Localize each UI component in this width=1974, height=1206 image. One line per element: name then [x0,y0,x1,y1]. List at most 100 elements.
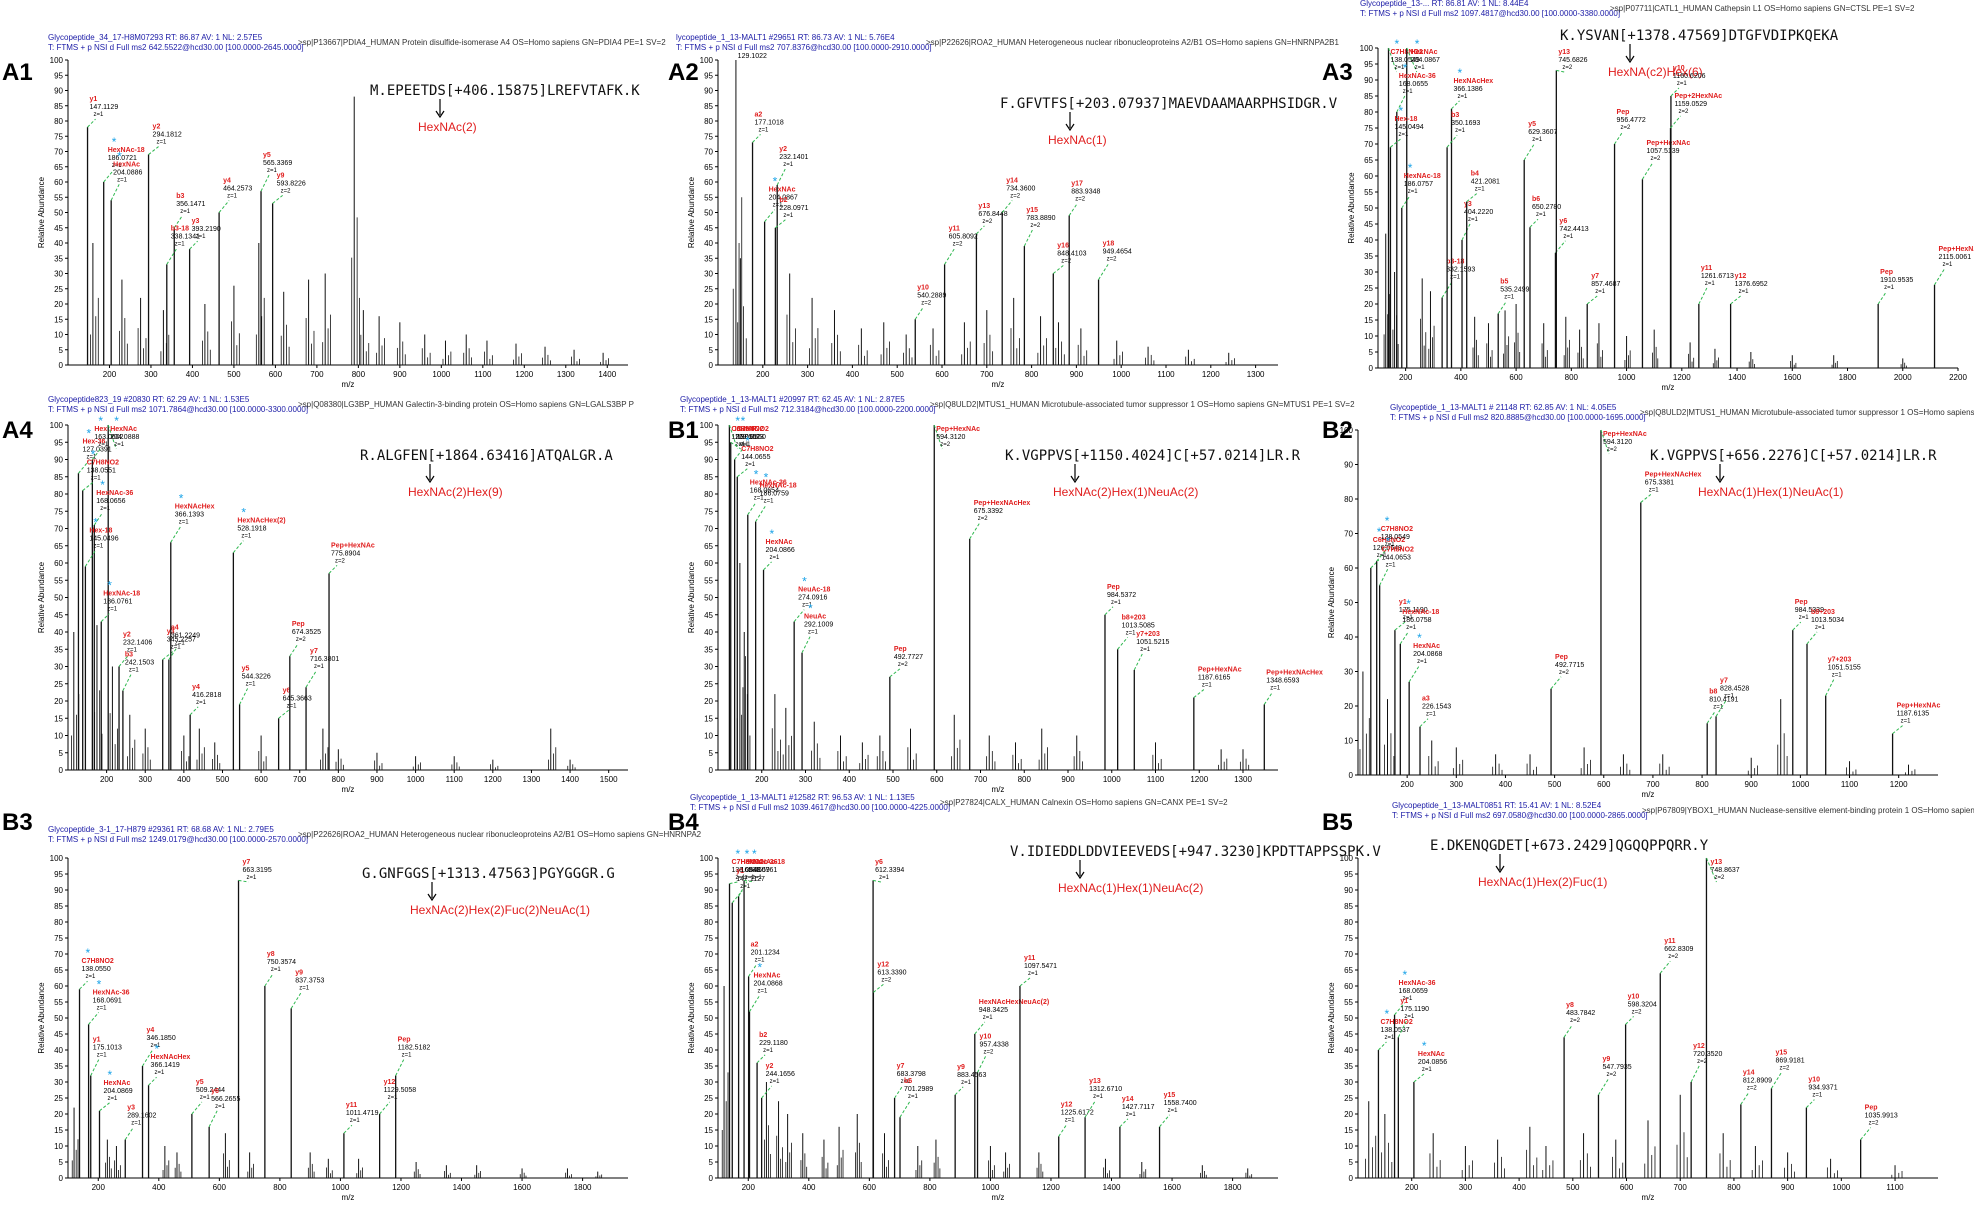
peak-charge: z=1 [736,875,747,881]
peak-charge: z=1 [1832,673,1843,679]
peak-leader [142,1049,153,1067]
peak-mz-value: 629.3607 [1528,129,1557,136]
y-tick-label: 100 [50,854,64,863]
x-axis-label: m/z [342,785,355,794]
peak-leader [166,248,178,265]
peak-label: y16 [1057,243,1069,250]
peak-label: HexNAc-36 [96,490,133,497]
peak-mz-value: 393.2190 [192,226,221,233]
peak-leader [801,636,811,653]
x-tick-label: 700 [293,775,307,784]
peak-label: y7 [310,648,318,655]
peak-mz-value: 416.2818 [192,692,221,699]
y-tick-label: 35 [704,254,713,263]
peak-label: HexNAc [1418,1051,1445,1058]
y-tick-label: 45 [704,224,713,233]
x-tick-label: 300 [139,775,153,784]
peak-charge: z=2 [1010,194,1021,200]
peak-charge: z=2 [1697,1059,1708,1065]
x-tick-label: 600 [254,775,268,784]
peak-charge: z=1 [114,442,125,448]
y-tick-label: 90 [704,456,713,465]
peak-mz-value: 1187.6165 [1198,675,1231,682]
y-tick-label: 90 [704,87,713,96]
x-tick-label: 800 [923,1183,937,1192]
y-tick-label: 40 [1364,236,1373,245]
peak-leader [82,482,94,491]
panel-letter: B2 [1322,417,1353,444]
peak-label: y15 [1164,1092,1176,1099]
y-tick-label: 95 [1344,870,1353,879]
y-tick-label: 35 [54,645,63,654]
y-tick-label: 10 [54,732,63,741]
peak-charge: z=1 [1385,542,1396,548]
peak-leader [78,460,89,474]
peak-label: y10 [980,1033,992,1040]
peak-leader [1598,1078,1609,1096]
y-tick-label: 5 [709,749,714,758]
peak-leader [1550,676,1562,690]
peak-leader [889,668,901,678]
peak-charge: z=1 [1417,659,1428,665]
peak-label: y11 [1701,265,1712,272]
peak-label: Pep [292,621,305,628]
peak-charge: z=1 [1140,647,1151,653]
peak-label: y13 [1558,49,1570,56]
peak-leader [793,609,805,622]
spectrum-panel-a2: A2 lycopeptide_1_13-MALT1 #29651 RT: 86.7… [668,33,1339,389]
peak-mz-value: 204.0868 [1413,651,1442,658]
peak-label: y10 [917,284,929,291]
peak-charge: z=1 [1395,65,1406,71]
peak-charge: z=1 [179,519,190,525]
x-tick-label: 1200 [1673,373,1691,382]
panel-letter: B4 [668,809,699,836]
peak-mz-value: 186.0757 [1404,181,1433,188]
x-tick-label: 300 [801,370,815,379]
peak-leader [379,1101,391,1115]
peak-leader [1390,138,1401,148]
x-tick-label: 300 [144,370,158,379]
peak-charge: z=1 [1799,615,1810,621]
peak-charge: z=1 [247,875,258,881]
y-tick-label: 100 [50,421,64,430]
peak-charge: z=1 [1202,683,1213,689]
peak-label: y2 [779,146,787,153]
glycan-composition: HexNAc(1) [1048,133,1107,147]
glycosite-arrowhead [1070,475,1080,484]
peak-leader [1451,100,1460,110]
peak-leader [933,424,943,450]
peak-mz-value: 204.0868 [754,981,783,988]
y-tick-label: 85 [704,902,713,911]
y-tick-label: 30 [704,270,713,279]
peak-mz-value: 186.0721 [108,155,137,162]
y-tick-label: 75 [54,934,63,943]
y-tick-label: 80 [1364,108,1373,117]
y-tick-label: 100 [700,854,714,863]
peak-leader [728,424,738,450]
peak-charge: z=1 [155,1070,166,1076]
x-tick-label: 500 [1548,780,1562,789]
peak-leader [88,1012,99,1025]
peak-mz-value: 186.0761 [748,867,777,874]
peak-charge: z=1 [241,534,252,540]
peak-mz-value: 346.1850 [147,1035,176,1042]
peak-leader [1877,291,1887,305]
oxonium-star: * [745,434,750,448]
peak-charge: z=1 [741,442,752,448]
peak-mz-value: 226.1543 [1422,704,1451,711]
oxonium-star: * [754,468,759,482]
peak-leader [1640,494,1652,503]
peak-charge: z=1 [770,1079,781,1085]
peak-charge: z=1 [1408,189,1419,195]
peptide-sequence: M.EPEETDS[+406.15875]LREFVTAFK.K [370,83,640,99]
oxonium-star: * [1398,104,1403,118]
peak-leader [755,505,767,522]
y-tick-label: 35 [704,1062,713,1071]
y-tick-label: 20 [54,300,63,309]
peak-charge: z=1 [267,168,278,174]
peak-leader [1934,268,1945,286]
peak-leader [122,674,132,691]
y-tick-label: 80 [54,490,63,499]
y-tick-label: 75 [1364,124,1373,133]
peak-leader [1740,1092,1750,1105]
